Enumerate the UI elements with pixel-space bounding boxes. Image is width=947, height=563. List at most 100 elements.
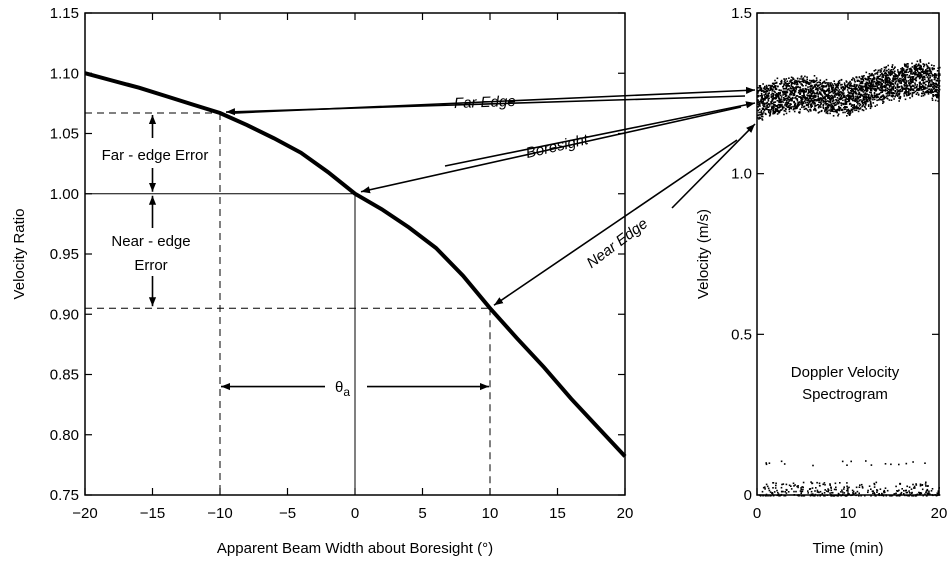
- noise-point: [882, 495, 885, 497]
- spectrogram-point: [883, 70, 885, 73]
- spectrogram-point: [836, 97, 839, 99]
- spectrogram-point: [905, 91, 907, 93]
- noise-point: [777, 491, 779, 494]
- spectrogram-point: [820, 89, 823, 92]
- spectrogram-point: [791, 99, 793, 102]
- spectrogram-point: [840, 94, 843, 96]
- spectrogram-point: [787, 102, 790, 105]
- spectrogram-point: [790, 81, 793, 84]
- spectrogram-point: [812, 91, 814, 93]
- spectrogram-point: [813, 101, 816, 104]
- spectrogram-point: [769, 110, 772, 113]
- spectrogram-point: [848, 84, 851, 86]
- spectrogram-point: [810, 104, 812, 107]
- spectrogram-point: [777, 85, 779, 88]
- spectrogram-point: [865, 97, 867, 99]
- spectrogram-point: [936, 93, 938, 96]
- spectrogram-point: [804, 87, 807, 90]
- noise-point: [870, 495, 872, 497]
- spectrogram-point: [836, 85, 839, 87]
- spectrogram-point: [895, 77, 897, 80]
- spectrogram-point: [815, 92, 817, 95]
- spectrogram-point: [824, 106, 827, 109]
- noise-point: [912, 461, 914, 463]
- spectrogram-point: [903, 76, 906, 79]
- spectrogram-point: [889, 70, 892, 72]
- spectrogram-point: [825, 112, 828, 114]
- spectrogram-point: [923, 93, 926, 96]
- spectrogram-point: [890, 85, 892, 87]
- spectrogram-point: [892, 78, 894, 81]
- noise-point: [883, 489, 886, 492]
- spectrogram-point: [789, 104, 791, 107]
- spectrogram-point: [851, 104, 854, 107]
- spectrogram-point: [868, 75, 870, 78]
- noise-point: [818, 482, 821, 485]
- spectrogram-point: [901, 79, 904, 81]
- spectrogram-point: [880, 84, 883, 86]
- spectrogram-point: [918, 77, 921, 80]
- noise-point: [846, 482, 848, 484]
- spectrogram-point: [867, 96, 870, 99]
- spectrogram-point: [832, 115, 835, 117]
- spectrogram-point: [879, 81, 881, 84]
- spectrogram-point: [928, 62, 930, 64]
- y-tick-label: 0.95: [50, 246, 79, 263]
- spectrogram-point: [903, 71, 906, 73]
- spectrogram-point: [881, 91, 883, 93]
- spectrogram-point: [888, 93, 890, 95]
- spectrogram-point: [853, 91, 855, 93]
- spectrogram-point: [873, 98, 876, 101]
- spectrogram-point: [882, 89, 884, 92]
- spectrogram-point: [931, 79, 933, 81]
- near-edge-label: Near Edge: [584, 215, 652, 272]
- spectrogram-point: [876, 85, 878, 87]
- spectrogram-point: [760, 115, 763, 118]
- spectrogram-point: [758, 108, 761, 110]
- spectrogram-point: [782, 86, 784, 88]
- spectrogram-point: [790, 99, 792, 102]
- spectrogram-point: [828, 109, 830, 111]
- spectrogram-point: [841, 83, 843, 86]
- spectrogram-point: [796, 82, 799, 84]
- boresight-arrow: [360, 106, 742, 194]
- spectrogram-point: [765, 89, 768, 92]
- spectrogram-point: [934, 73, 936, 76]
- noise-point: [824, 489, 826, 491]
- noise-point: [823, 492, 826, 494]
- spectrogram-point: [817, 106, 820, 109]
- spectrogram-point: [910, 73, 912, 75]
- spectrogram-point: [937, 67, 939, 69]
- spectrogram-point: [884, 71, 887, 74]
- spectrogram-point: [892, 71, 894, 73]
- spectrogram-point: [778, 97, 781, 100]
- spectrogram-point: [796, 83, 799, 86]
- spectrogram-point: [830, 98, 832, 101]
- spectrogram-point: [878, 83, 881, 86]
- spectrogram-point: [887, 88, 890, 91]
- spectrogram-point: [781, 103, 783, 106]
- spectrogram-point: [901, 67, 904, 69]
- spectrogram-point: [872, 94, 874, 97]
- spectrogram-point: [936, 95, 939, 98]
- spectrogram-point: [757, 96, 759, 98]
- spectrogram-point: [832, 106, 835, 108]
- noise-point: [829, 492, 831, 494]
- noise-point: [898, 489, 900, 492]
- spectrogram-point: [860, 89, 862, 92]
- spectrogram-point: [790, 84, 793, 86]
- spectrogram-point: [778, 101, 780, 103]
- spectrogram-point: [834, 88, 836, 91]
- spectrogram-point: [807, 98, 809, 101]
- spectrogram-point: [933, 68, 935, 70]
- spectrogram-point: [795, 105, 798, 107]
- spectrogram-point: [827, 96, 829, 98]
- spectrogram-point: [766, 96, 769, 99]
- spectrogram-point: [868, 81, 871, 83]
- spectrogram-point: [886, 91, 889, 94]
- spectrogram-point: [874, 96, 877, 98]
- spectrogram-point: [772, 88, 774, 91]
- spectrogram-point: [767, 98, 770, 100]
- noise-point: [848, 493, 850, 495]
- spectrogram-point: [856, 84, 858, 86]
